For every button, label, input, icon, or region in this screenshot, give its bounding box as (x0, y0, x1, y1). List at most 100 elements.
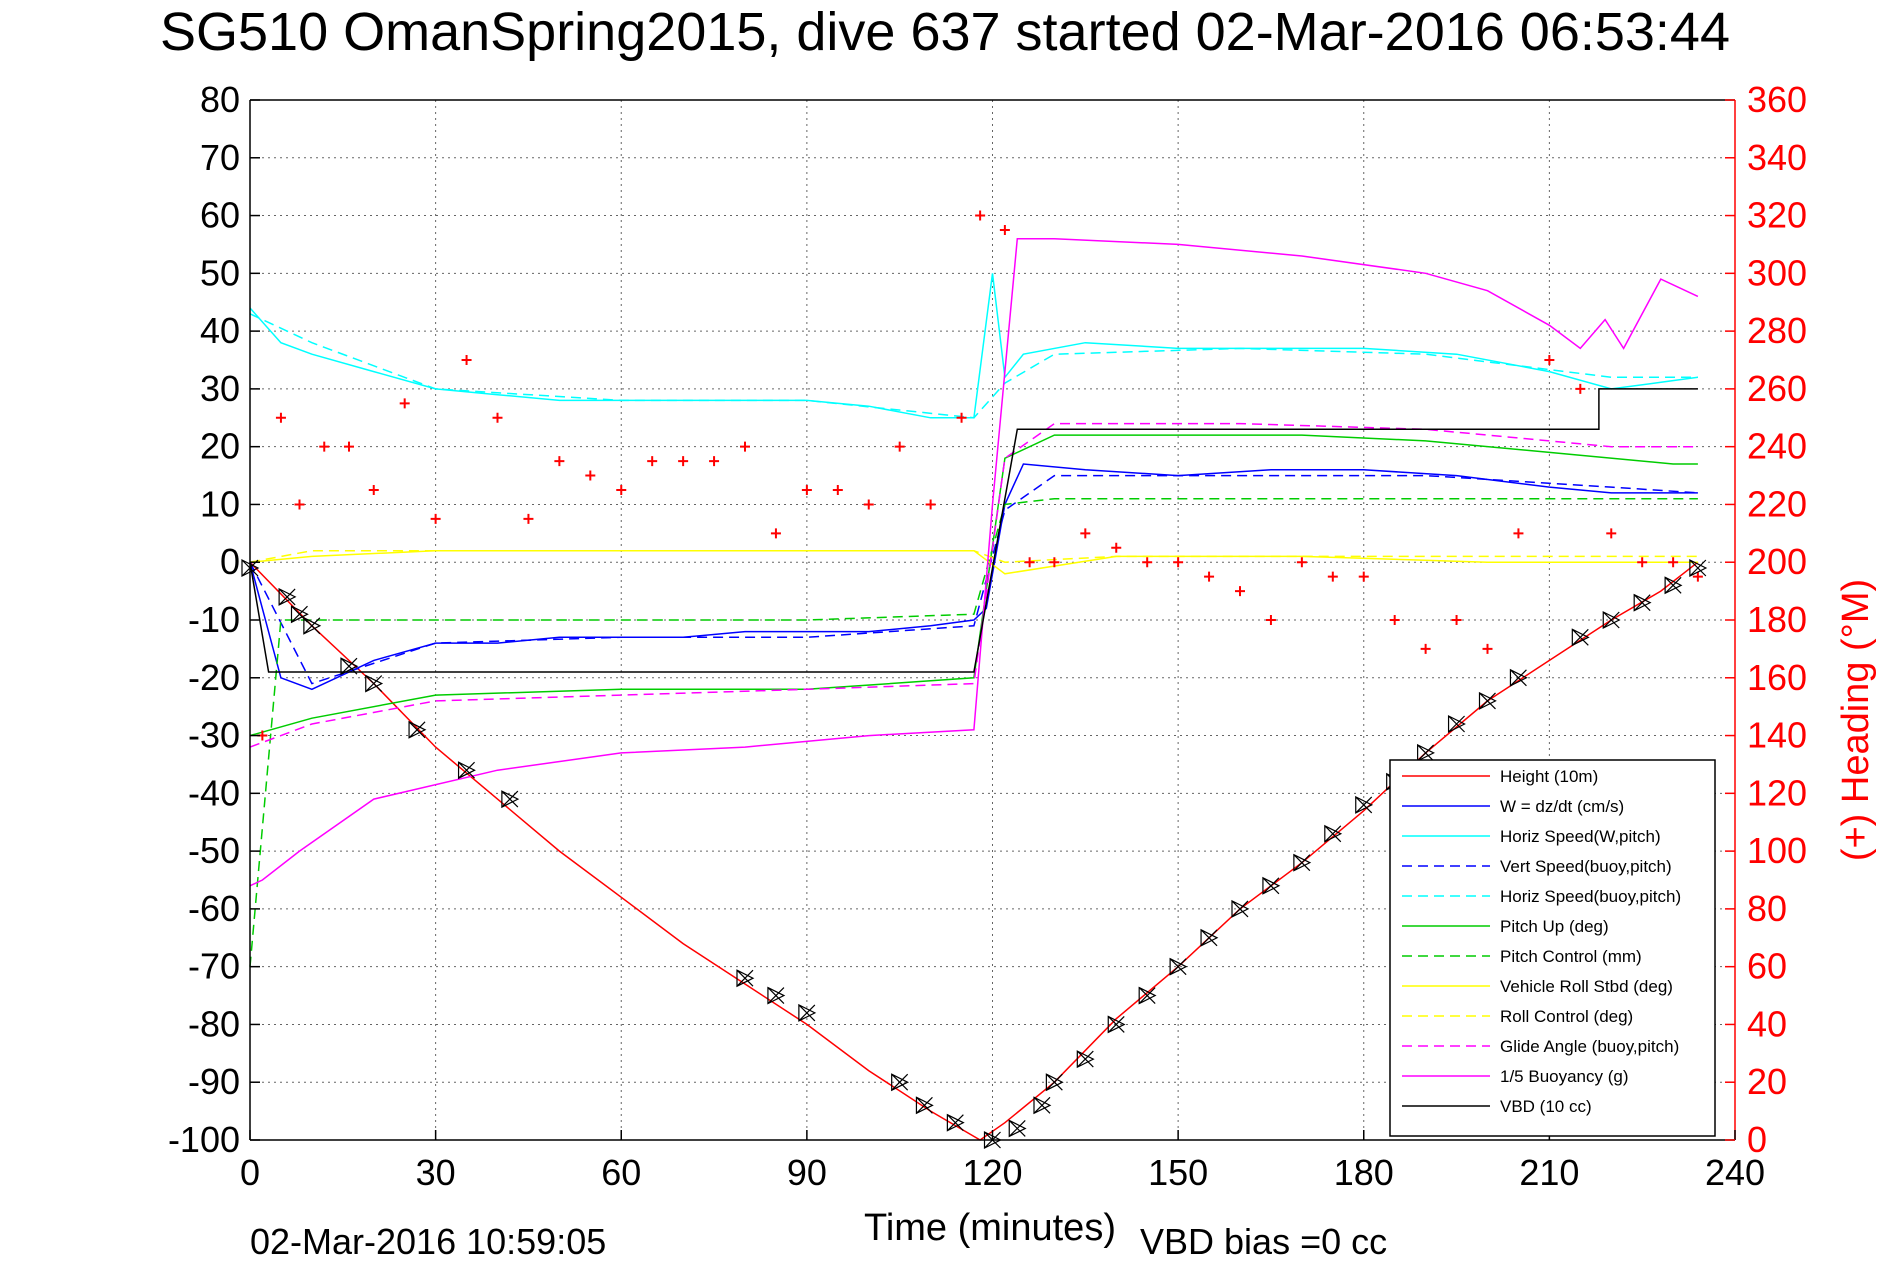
heading-point (1482, 643, 1493, 654)
heading-point (1544, 355, 1555, 365)
legend-box (1389, 759, 1716, 1137)
y-tick-label: -40 (188, 772, 240, 813)
series-line-10 (249, 237, 1699, 887)
height-marker (1008, 1119, 1027, 1138)
heading-point (1513, 528, 1524, 539)
heading-point (554, 456, 565, 467)
series-group (241, 210, 1708, 1149)
heading-point (1296, 557, 1307, 568)
heading-point (709, 456, 720, 467)
x-tick-label: 180 (1334, 1152, 1394, 1193)
heading-point (1024, 557, 1035, 568)
heading-point (492, 412, 503, 423)
y-tick-label: 10 (200, 483, 240, 524)
y-right-tick-label: 260 (1747, 368, 1807, 409)
y-tick-label: 80 (200, 79, 240, 120)
y-tick-label: -90 (188, 1061, 240, 1102)
y-right-tick-label: 220 (1747, 483, 1807, 524)
y-tick-label: 20 (200, 426, 240, 467)
heading-point (319, 441, 330, 452)
right-axis-label: (+) Heading (°M) (1835, 579, 1877, 861)
y-tick-label: 50 (200, 252, 240, 293)
heading-point (740, 441, 750, 452)
height-marker (1076, 1050, 1095, 1069)
heading-point (770, 528, 781, 539)
heading-point (616, 485, 627, 495)
legend-item-label: VBD (10 cc) (1500, 1097, 1592, 1116)
height-marker (915, 1096, 934, 1115)
x-tick-label: 60 (601, 1152, 641, 1193)
height-marker (1324, 824, 1343, 843)
legend-item-label: Height (10m) (1500, 767, 1598, 786)
y-right-tick-label: 80 (1747, 888, 1787, 929)
heading-point (1327, 571, 1338, 582)
y-right-tick-label: 0 (1747, 1119, 1767, 1160)
legend-item-label: Vehicle Roll Stbd (deg) (1500, 977, 1673, 996)
heading-point (1265, 615, 1276, 625)
y-right-tick-label: 300 (1747, 252, 1807, 293)
heading-point (678, 456, 689, 467)
height-marker (1169, 957, 1188, 976)
heading-point (1606, 528, 1617, 539)
height-marker (408, 720, 427, 739)
height-marker (1417, 743, 1435, 762)
y-right-tick-label: 60 (1747, 946, 1787, 987)
height-marker (1200, 928, 1219, 947)
series-line-4 (249, 313, 1698, 419)
y-right-tick-label: 280 (1747, 310, 1807, 351)
height-marker (1509, 668, 1528, 687)
y-right-tick-label: 140 (1747, 715, 1807, 756)
height-marker (1355, 795, 1374, 814)
heading-point (1451, 615, 1462, 625)
heading-point (344, 441, 354, 452)
y-tick-label: -70 (188, 946, 240, 987)
height-marker (1447, 715, 1466, 733)
heading-point (1204, 571, 1215, 582)
heading-point (1637, 557, 1648, 568)
heading-point (647, 456, 658, 467)
height-marker (1231, 899, 1250, 918)
footer-timestamp: 02-Mar-2016 10:59:05 (250, 1221, 606, 1262)
series-line-8 (249, 549, 1698, 563)
y-right-tick-label: 320 (1747, 195, 1807, 236)
height-marker (1602, 611, 1621, 629)
heading-point (832, 485, 843, 495)
height-marker (946, 1113, 965, 1132)
heading-point (1575, 383, 1586, 394)
heading-point (956, 412, 967, 423)
series-line-11 (249, 388, 1698, 673)
series-line-5 (249, 434, 1698, 737)
heading-point (975, 210, 986, 221)
height-marker (1571, 628, 1590, 647)
height-marker (1478, 691, 1497, 710)
height-marker (1262, 876, 1281, 895)
x-axis-label: Time (minutes) (864, 1207, 1116, 1249)
y-tick-label: 60 (200, 195, 240, 236)
x-tick-label: 120 (962, 1152, 1022, 1193)
heading-point (1692, 571, 1703, 582)
y-tick-label: -60 (188, 888, 240, 929)
height-marker (767, 986, 786, 1005)
y-right-tick-label: 240 (1747, 426, 1807, 467)
y-right-tick-label: 340 (1747, 137, 1807, 178)
legend-item-label: Roll Control (deg) (1500, 1007, 1633, 1026)
y-right-tick-label: 360 (1747, 79, 1807, 120)
heading-point (999, 225, 1010, 235)
height-marker (798, 1003, 817, 1022)
x-tick-label: 0 (240, 1152, 260, 1193)
height-marker (340, 657, 359, 676)
heading-point (1668, 557, 1679, 568)
x-tick-label: 30 (416, 1152, 456, 1193)
y-right-tick-label: 20 (1747, 1061, 1787, 1102)
height-marker (1138, 986, 1157, 1005)
legend-item-label: Vert Speed(buoy,pitch) (1500, 857, 1672, 876)
y-right-tick-label: 200 (1747, 541, 1807, 582)
heading-point (1142, 557, 1153, 568)
height-marker (1633, 593, 1652, 612)
x-tick-label: 150 (1148, 1152, 1208, 1193)
height-marker (736, 969, 755, 988)
height-marker (1033, 1096, 1052, 1115)
heading-point (801, 485, 812, 495)
heading-point (461, 355, 472, 365)
